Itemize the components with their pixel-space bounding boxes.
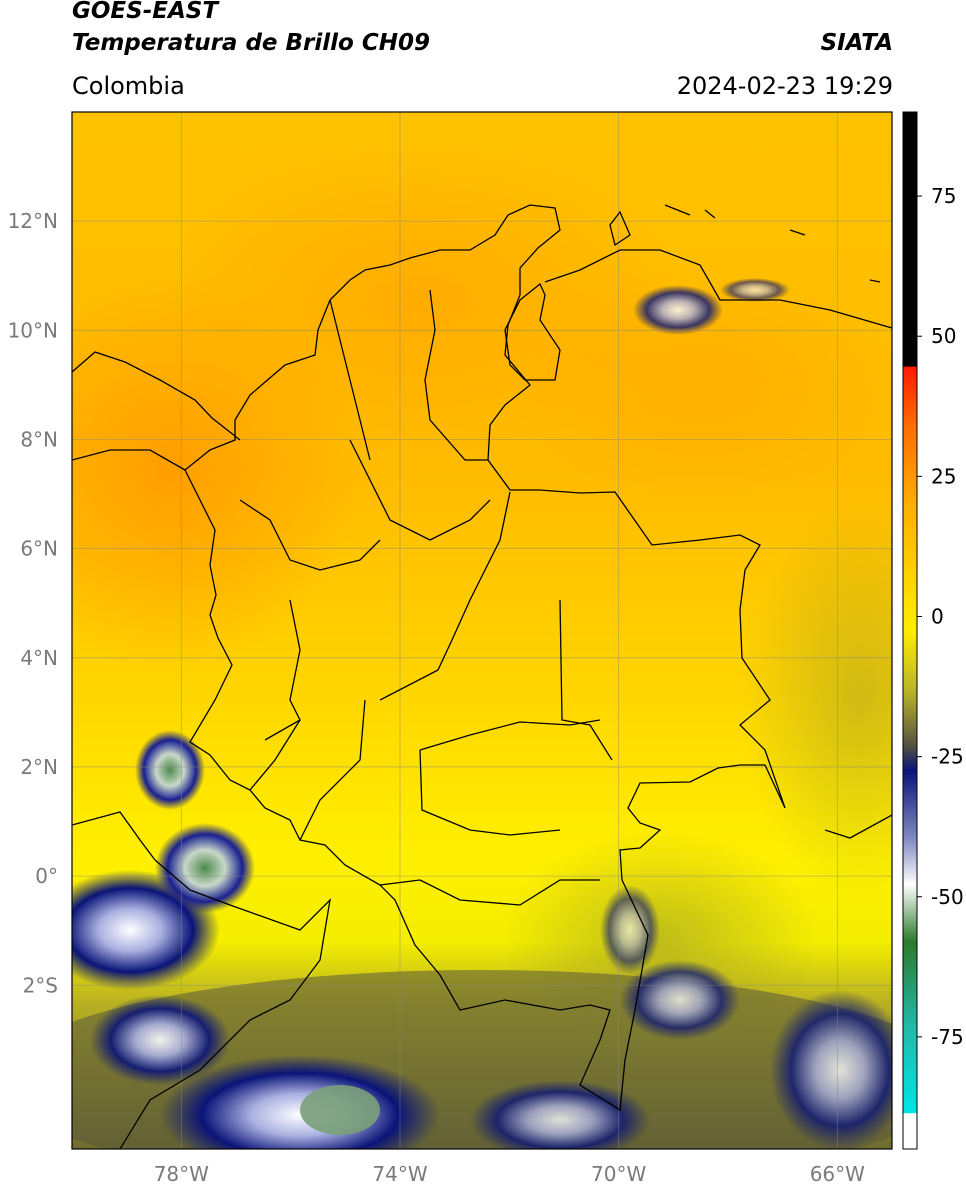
lon-tick-label: 70°W: [591, 1162, 646, 1186]
longitude-ticks: 78°W 74°W 70°W 66°W: [154, 1162, 865, 1186]
lat-tick-label: 10°N: [8, 318, 58, 342]
lon-tick-label: 66°W: [810, 1162, 865, 1186]
product-title: Temperatura de Brillo CH09: [72, 30, 430, 56]
colorbar: [902, 111, 918, 1150]
graticule: [72, 112, 892, 1149]
lat-tick-label: 4°N: [20, 646, 58, 670]
lat-tick-label: 0°: [35, 864, 58, 888]
datetime-label: 2024-02-23 19:29: [676, 72, 893, 100]
borders: [72, 204, 892, 1149]
lon-tick-label: 78°W: [154, 1162, 209, 1186]
map-frame: [71, 111, 893, 1150]
colorbar-tick-label: -75: [931, 1025, 964, 1049]
colorbar-ticks: 75 50 25 0 -25 -50 -75: [917, 184, 964, 1049]
lat-tick-label: 12°N: [8, 209, 58, 233]
colorbar-tick-label: -25: [931, 745, 964, 769]
lon-tick-label: 74°W: [372, 1162, 427, 1186]
latitude-ticks: 12°N 10°N 8°N 6°N 4°N 2°N 0° 2°S: [8, 209, 58, 997]
organization-label: SIATA: [820, 30, 893, 56]
brightness-temperature-field: [72, 112, 892, 1149]
colorbar-tick-label: 50: [931, 324, 956, 348]
region-label: Colombia: [72, 72, 185, 100]
lat-tick-label: 2°N: [20, 755, 58, 779]
colorbar-tick-label: 75: [931, 184, 956, 208]
colorbar-tick-label: 25: [931, 464, 956, 488]
colorbar-tick-label: 0: [931, 604, 944, 628]
lat-tick-label: 6°N: [20, 537, 58, 561]
lat-tick-label: 8°N: [20, 427, 58, 451]
colorbar-tick-label: -50: [931, 885, 964, 909]
colombia-boundary: [184, 204, 786, 1112]
lat-tick-label: 2°S: [23, 973, 58, 997]
satellite-title: GOES-EAST: [72, 0, 219, 24]
